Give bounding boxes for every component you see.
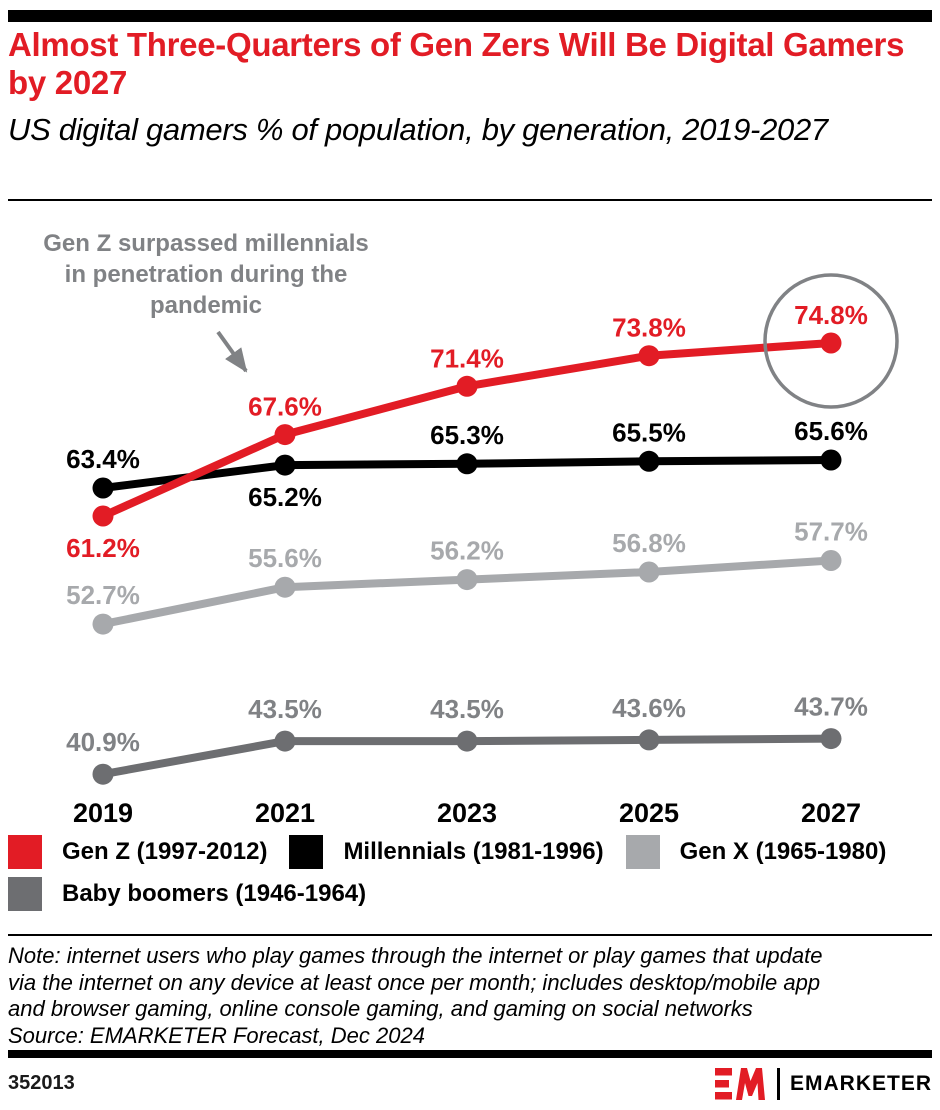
data-point bbox=[456, 375, 478, 397]
legend-label-millennials: Millennials (1981-1996) bbox=[343, 838, 604, 865]
legend-label-gen-z: Gen Z (1997-2012) bbox=[62, 838, 268, 865]
data-label: 43.5% bbox=[430, 694, 504, 724]
legend-swatch-baby-boomers bbox=[8, 877, 42, 911]
brand-divider bbox=[776, 1068, 780, 1100]
data-point bbox=[638, 345, 660, 367]
annotation-line: pandemic bbox=[150, 292, 262, 319]
data-point bbox=[274, 730, 296, 752]
data-label: 40.9% bbox=[66, 727, 140, 757]
legend-item-baby-boomers: Baby boomers (1946-1964) bbox=[8, 877, 366, 911]
legend-item-millennials: Millennials (1981-1996) bbox=[289, 835, 604, 869]
legend-item-gen-z: Gen Z (1997-2012) bbox=[8, 835, 267, 869]
note-line: via the internet on any device at least … bbox=[8, 969, 821, 995]
data-point bbox=[820, 449, 842, 471]
data-label: 57.7% bbox=[794, 517, 868, 547]
data-label: 61.2% bbox=[66, 533, 140, 563]
x-axis-label: 2025 bbox=[619, 798, 679, 825]
data-label: 67.6% bbox=[248, 392, 322, 422]
legend-swatch-gen-z bbox=[8, 835, 42, 869]
chart-canvas: Gen Z surpassed millennials in penetratio… bbox=[43, 230, 899, 825]
data-label: 56.8% bbox=[612, 528, 686, 558]
data-point bbox=[638, 450, 660, 472]
data-label: 52.7% bbox=[66, 580, 140, 610]
logo-m-glyph bbox=[735, 1068, 765, 1100]
logo-e-bar bbox=[714, 1092, 732, 1100]
data-point bbox=[92, 505, 114, 527]
data-point bbox=[274, 454, 296, 476]
source-line: Source: EMARKETER Forecast, Dec 2024 bbox=[8, 1022, 425, 1048]
data-point bbox=[456, 569, 478, 591]
data-label: 74.8% bbox=[794, 300, 868, 330]
data-point bbox=[456, 730, 478, 752]
annotation-line: Gen Z surpassed millennials bbox=[43, 230, 368, 257]
brand-name: EMARKETER bbox=[789, 1072, 932, 1095]
x-axis-label: 2027 bbox=[801, 798, 861, 825]
data-label: 71.4% bbox=[430, 343, 504, 373]
data-point bbox=[820, 550, 842, 571]
x-axis-label: 2019 bbox=[73, 798, 133, 825]
annotation-arrow bbox=[216, 330, 248, 373]
x-axis-label: 2023 bbox=[437, 798, 497, 825]
highlight-circle bbox=[763, 273, 899, 409]
logo-e-bar bbox=[714, 1068, 732, 1076]
data-label: 56.2% bbox=[430, 536, 504, 566]
data-point bbox=[638, 561, 660, 583]
page-title: Almost Three-Quarters of Gen Zers Will B… bbox=[8, 26, 905, 101]
legend: Gen Z (1997-2012) Millennials (1981-1996… bbox=[8, 835, 932, 919]
emarketer-logo-icon bbox=[714, 1068, 765, 1100]
data-point bbox=[92, 477, 114, 499]
data-label: 63.4% bbox=[66, 444, 140, 474]
note-divider bbox=[8, 934, 932, 936]
legend-row-2: Baby boomers (1946-1964) bbox=[8, 877, 932, 911]
header-divider bbox=[8, 199, 932, 201]
bottom-accent-bar bbox=[8, 1050, 932, 1058]
data-label: 43.6% bbox=[612, 693, 686, 723]
data-point bbox=[820, 332, 842, 354]
legend-row-1: Gen Z (1997-2012) Millennials (1981-1996… bbox=[8, 835, 932, 869]
data-label: 73.8% bbox=[612, 313, 686, 343]
legend-item-gen-x: Gen X (1965-1980) bbox=[625, 835, 887, 869]
data-point bbox=[456, 453, 478, 475]
data-point bbox=[92, 613, 114, 635]
data-label: 55.6% bbox=[248, 543, 322, 573]
logo-e-bar bbox=[714, 1080, 729, 1088]
data-label: 65.2% bbox=[248, 482, 322, 512]
data-point bbox=[820, 728, 842, 750]
data-point bbox=[274, 424, 296, 446]
data-point bbox=[92, 763, 114, 785]
chart-id: 352013 bbox=[8, 1072, 75, 1094]
brand-block: EMARKETER bbox=[714, 1066, 932, 1102]
data-label: 65.5% bbox=[612, 417, 686, 447]
legend-label-gen-x: Gen X (1965-1980) bbox=[679, 838, 887, 865]
annotation-line: in penetration during the bbox=[65, 261, 348, 288]
legend-swatch-millennials bbox=[289, 835, 324, 869]
legend-swatch-gen-x bbox=[625, 835, 660, 869]
note-line: Note: internet users who play games thro… bbox=[8, 943, 823, 968]
legend-label-baby-boomers: Baby boomers (1946-1964) bbox=[62, 880, 367, 907]
data-label: 43.5% bbox=[248, 694, 322, 724]
data-point bbox=[638, 729, 660, 751]
note-line: and browser gaming, online console gamin… bbox=[8, 996, 753, 1021]
page-subtitle: US digital gamers % of population, by ge… bbox=[8, 112, 828, 147]
note-block: Note: internet users who play games thro… bbox=[8, 943, 932, 1049]
x-axis-label: 2021 bbox=[255, 798, 315, 825]
top-accent-bar bbox=[8, 10, 932, 22]
data-label: 65.3% bbox=[430, 420, 504, 450]
data-label: 65.6% bbox=[794, 416, 868, 446]
data-point bbox=[274, 576, 296, 598]
data-label: 43.7% bbox=[794, 692, 868, 722]
